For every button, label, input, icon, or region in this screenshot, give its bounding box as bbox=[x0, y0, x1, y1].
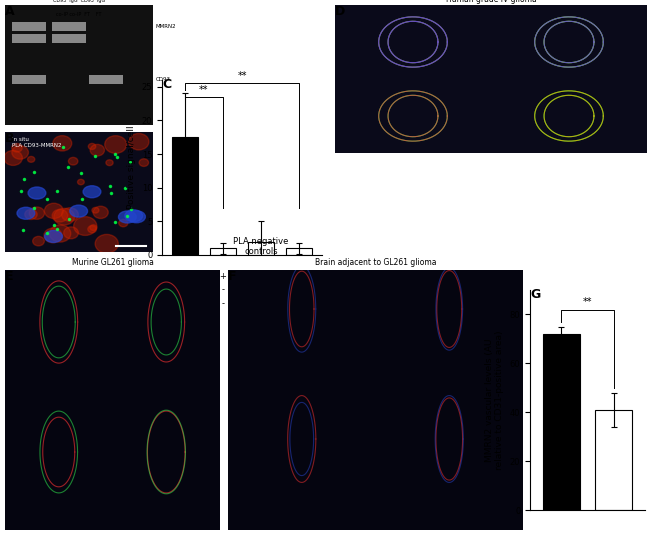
Circle shape bbox=[52, 209, 68, 222]
Circle shape bbox=[88, 225, 96, 232]
Circle shape bbox=[32, 236, 44, 246]
Circle shape bbox=[29, 207, 44, 220]
Circle shape bbox=[62, 208, 79, 221]
Ellipse shape bbox=[45, 230, 62, 243]
Circle shape bbox=[12, 144, 22, 152]
Circle shape bbox=[129, 133, 149, 150]
Circle shape bbox=[27, 157, 35, 162]
Circle shape bbox=[25, 209, 37, 220]
Bar bbox=[53, 22, 86, 31]
Circle shape bbox=[53, 136, 72, 151]
Text: -: - bbox=[259, 272, 263, 281]
Bar bbox=[543, 334, 580, 510]
Circle shape bbox=[64, 227, 79, 239]
Bar bbox=[209, 248, 237, 255]
Bar bbox=[12, 34, 46, 44]
Text: -: - bbox=[259, 299, 263, 308]
Ellipse shape bbox=[118, 211, 136, 223]
Circle shape bbox=[95, 235, 118, 253]
Text: A: A bbox=[5, 5, 14, 18]
Circle shape bbox=[106, 160, 113, 166]
Circle shape bbox=[44, 203, 63, 218]
Text: PLA probes: PLA probes bbox=[164, 299, 211, 308]
Text: co-IP co-IP  FT    FT: co-IP co-IP FT FT bbox=[57, 12, 102, 17]
Circle shape bbox=[73, 217, 97, 236]
Text: **: ** bbox=[199, 85, 209, 95]
Circle shape bbox=[49, 225, 71, 242]
Circle shape bbox=[90, 225, 97, 230]
Circle shape bbox=[139, 159, 149, 166]
Bar bbox=[172, 137, 198, 255]
Text: In situ
PLA CD93-MMRN2: In situ PLA CD93-MMRN2 bbox=[12, 137, 62, 147]
Text: E: E bbox=[5, 270, 14, 283]
Ellipse shape bbox=[125, 210, 142, 222]
Bar bbox=[286, 248, 313, 255]
Ellipse shape bbox=[83, 186, 101, 198]
Circle shape bbox=[44, 228, 62, 243]
Circle shape bbox=[88, 144, 96, 150]
Text: Human grade IV glioma: Human grade IV glioma bbox=[446, 0, 536, 4]
Ellipse shape bbox=[127, 211, 146, 223]
Ellipse shape bbox=[70, 205, 88, 217]
Ellipse shape bbox=[17, 207, 35, 220]
Text: G: G bbox=[530, 288, 540, 301]
Y-axis label: MMRN2 vascular levels (AU
relative to CD31-positive area): MMRN2 vascular levels (AU relative to CD… bbox=[485, 330, 504, 470]
Bar bbox=[53, 34, 86, 44]
Text: +: + bbox=[181, 272, 188, 281]
Text: -: - bbox=[222, 285, 224, 294]
Text: +: + bbox=[220, 272, 226, 281]
Text: C: C bbox=[162, 78, 171, 91]
Text: CD93: CD93 bbox=[156, 77, 171, 82]
Circle shape bbox=[92, 208, 99, 213]
Circle shape bbox=[54, 208, 75, 225]
Text: +: + bbox=[257, 285, 265, 294]
Bar bbox=[12, 22, 46, 31]
Text: PLA negative
controls: PLA negative controls bbox=[233, 237, 289, 256]
Text: +: + bbox=[181, 285, 188, 294]
Y-axis label: Positive signal/cell: Positive signal/cell bbox=[127, 126, 136, 209]
Bar bbox=[89, 75, 124, 84]
Text: CD93: CD93 bbox=[164, 272, 187, 281]
Bar bbox=[595, 410, 632, 510]
Text: B: B bbox=[5, 132, 14, 145]
Legend: Tumor vessels, Vessels adjacent
to tumor: Tumor vessels, Vessels adjacent to tumor bbox=[541, 537, 634, 538]
Circle shape bbox=[119, 220, 128, 227]
Circle shape bbox=[90, 144, 105, 156]
Text: **: ** bbox=[583, 297, 592, 307]
Text: CD93  IgG  CD93  IgG: CD93 IgG CD93 IgG bbox=[53, 0, 105, 3]
Text: -: - bbox=[222, 299, 224, 308]
Text: MMRN2: MMRN2 bbox=[156, 24, 177, 29]
Circle shape bbox=[68, 157, 78, 165]
Text: MMRN2: MMRN2 bbox=[164, 285, 196, 294]
Circle shape bbox=[4, 151, 22, 165]
Bar bbox=[248, 242, 274, 255]
Text: +: + bbox=[181, 299, 188, 308]
Text: Murine GL261 glioma: Murine GL261 glioma bbox=[72, 258, 153, 267]
Circle shape bbox=[105, 136, 127, 153]
Text: D: D bbox=[335, 5, 345, 18]
Circle shape bbox=[12, 146, 29, 159]
Text: -: - bbox=[298, 285, 301, 294]
Text: +: + bbox=[296, 299, 303, 308]
Ellipse shape bbox=[28, 187, 46, 199]
Text: **: ** bbox=[237, 72, 247, 81]
Circle shape bbox=[77, 179, 84, 185]
Circle shape bbox=[93, 206, 109, 218]
Text: -: - bbox=[298, 272, 301, 281]
Text: F: F bbox=[228, 270, 237, 283]
Text: Brain adjacent to GL261 glioma: Brain adjacent to GL261 glioma bbox=[315, 258, 436, 267]
Bar bbox=[12, 75, 46, 84]
